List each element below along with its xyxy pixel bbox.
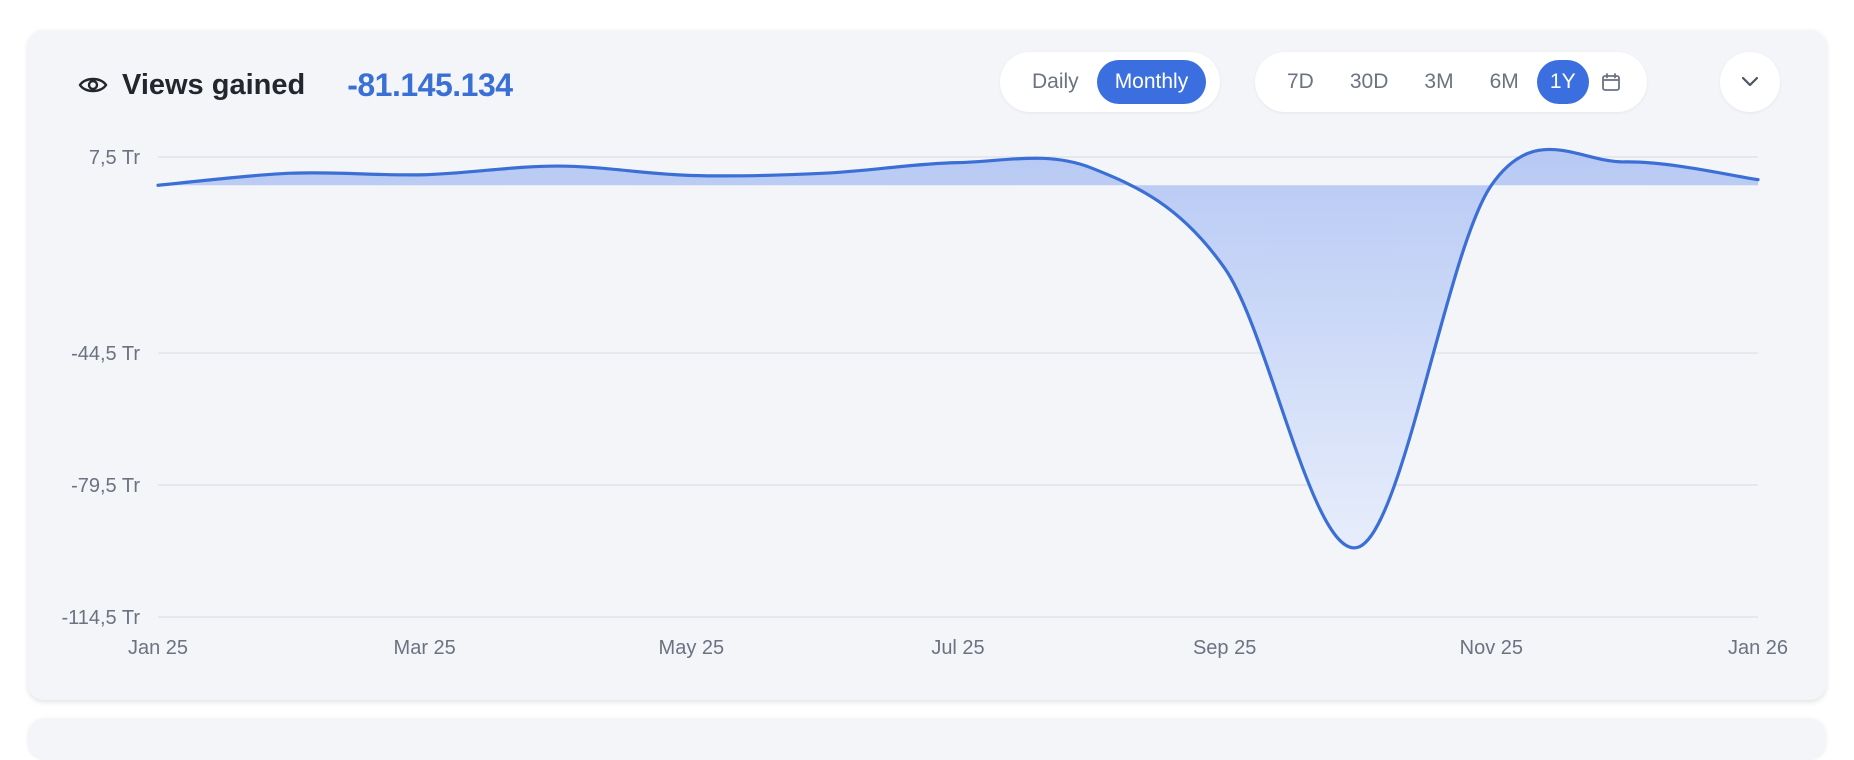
x-tick-label: Jan 26 [1728,637,1788,659]
series-line [156,147,1760,550]
range-1y-button[interactable]: 1Y [1536,60,1589,104]
y-tick-label: -79,5 Tr [71,475,140,497]
chevron-down-icon [1741,76,1759,87]
total-value: -81.145.134 [347,66,513,103]
y-tick-label: 7,5 Tr [89,147,140,169]
range-selector: 7D 30D 3M 6M 1Y [1255,52,1647,112]
range-7d-button[interactable]: 7D [1287,70,1314,93]
monthly-button[interactable]: Monthly [1096,60,1207,104]
daily-button[interactable]: Daily [1032,70,1079,93]
chart-title: Views gained [122,68,306,101]
calendar-icon [1601,73,1620,91]
views-chart: 7,5 Tr -44,5 Tr -79,5 Tr -114,5 Tr Jan 25 Ma… [61,147,1788,659]
calendar-button[interactable] [1589,60,1633,104]
area-fill [158,149,1758,548]
y-tick-label: -44,5 Tr [71,343,140,365]
x-tick-label: Mar 25 [394,637,456,659]
title-group: Views gained -81.145.134 [78,60,513,110]
x-tick-label: Jul 25 [931,637,984,659]
y-tick-label: -114,5 Tr [61,607,140,629]
range-30d-button[interactable]: 30D [1349,70,1389,93]
range-6m-button[interactable]: 6M [1489,70,1519,93]
next-card [28,720,1826,760]
card-header: Views gained -81.145.134 Daily Monthly 7… [28,30,1826,134]
granularity-toggle: Daily Monthly [1000,52,1221,112]
x-tick-label: Jan 25 [128,637,188,659]
x-tick-label: Nov 25 [1460,637,1523,659]
x-tick-label: May 25 [659,637,725,659]
views-gained-card: Views gained -81.145.134 Daily Monthly 7… [28,30,1826,700]
x-tick-label: Sep 25 [1193,637,1256,659]
more-options-button[interactable] [1720,52,1780,112]
range-3m-button[interactable]: 3M [1424,70,1454,93]
eye-icon [78,77,108,93]
